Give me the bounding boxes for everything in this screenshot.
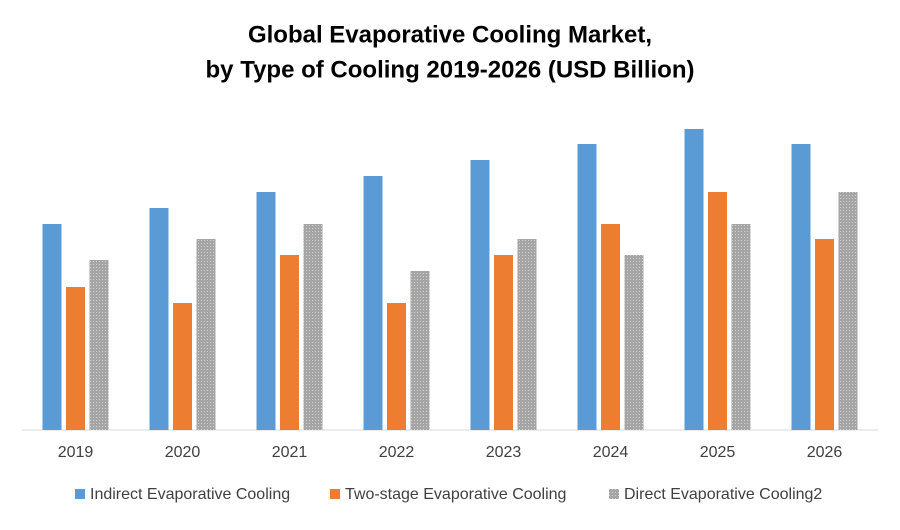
x-tick-label: 2024	[593, 444, 629, 461]
bar	[42, 224, 62, 430]
x-tick-label: 2022	[379, 444, 415, 461]
x-tick-label: 2019	[58, 444, 94, 461]
bar	[838, 192, 858, 430]
x-tick-label: 2025	[700, 444, 736, 461]
bar	[303, 224, 323, 430]
bar	[708, 192, 727, 430]
x-tick-label: 2026	[807, 444, 843, 461]
bar	[815, 239, 834, 430]
bar	[410, 271, 430, 430]
legend-swatch	[75, 489, 85, 499]
chart-title: by Type of Cooling 2019-2026 (USD Billio…	[206, 56, 695, 83]
legend-swatch	[330, 489, 340, 499]
bar	[791, 144, 811, 430]
bar	[280, 255, 299, 430]
bar	[196, 239, 216, 430]
chart-title: Global Evaporative Cooling Market,	[248, 21, 652, 48]
bar	[470, 160, 490, 430]
x-tick-label: 2021	[272, 444, 308, 461]
bar	[601, 224, 620, 430]
legend-label: Indirect Evaporative Cooling	[90, 486, 290, 503]
x-tick-label: 2020	[165, 444, 201, 461]
bar	[173, 303, 192, 430]
bar	[494, 255, 513, 430]
legend-swatch	[609, 489, 619, 499]
bar	[89, 260, 109, 430]
bar	[731, 224, 751, 430]
bar	[624, 255, 644, 430]
legend-label: Two-stage Evaporative Cooling	[345, 486, 566, 503]
legend-label: Direct Evaporative Cooling2	[624, 486, 822, 503]
x-tick-label: 2023	[486, 444, 522, 461]
bar	[684, 129, 704, 430]
bar	[387, 303, 406, 430]
bar	[149, 208, 169, 430]
bar	[577, 144, 597, 430]
bar	[66, 287, 85, 430]
bar	[517, 239, 537, 430]
bar	[363, 176, 383, 430]
bar	[256, 192, 276, 430]
